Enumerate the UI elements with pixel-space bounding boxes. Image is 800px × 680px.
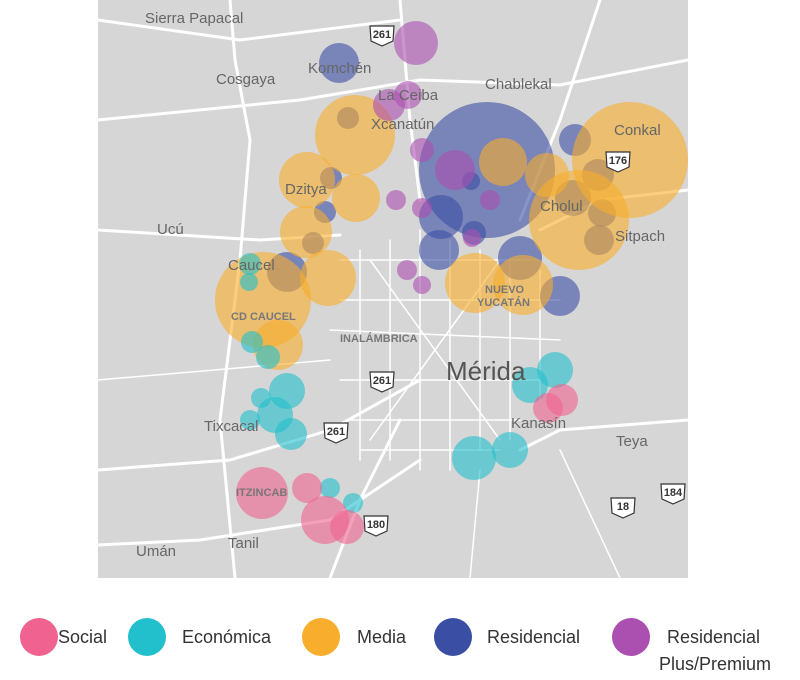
shield-label: 184 — [664, 487, 683, 499]
bubble — [525, 153, 569, 197]
road-shields: 261 176 261 261 180 18 184 — [323, 25, 686, 537]
bubble — [410, 138, 434, 162]
legend: Social Económica Media Residencial Residenci… — [20, 618, 771, 674]
bubble — [240, 410, 260, 430]
place-labels: Sierra Papacal Cosgaya Komchén Chablekal La … — [136, 10, 665, 560]
legend-swatch — [20, 618, 58, 656]
bubble — [300, 250, 356, 306]
shield — [363, 515, 389, 537]
bubble — [386, 190, 406, 210]
shield — [660, 483, 686, 505]
place-label: Teya — [616, 433, 648, 450]
bubble — [493, 255, 553, 315]
place-label: Chablekal — [485, 76, 552, 93]
bubble — [537, 352, 573, 388]
place-label: CD CAUCEL — [231, 311, 296, 323]
place-label: Sierra Papacal — [145, 10, 243, 27]
place-label: ITZINCAB — [236, 487, 287, 499]
bubble — [479, 138, 527, 186]
place-label: Mérida — [446, 356, 526, 386]
bubble — [280, 206, 332, 258]
bubble — [239, 253, 261, 275]
legend-swatch — [434, 618, 472, 656]
place-label: Komchén — [308, 60, 371, 77]
place-label: YUCATÁN — [477, 296, 530, 309]
bubble — [343, 493, 363, 513]
bubble — [256, 345, 280, 369]
place-label: Tixcacal — [204, 418, 258, 435]
legend-swatch — [302, 618, 340, 656]
bubbles — [215, 21, 688, 544]
bubble — [320, 478, 340, 498]
shield — [605, 151, 631, 173]
bubble — [435, 150, 475, 190]
bubble — [315, 95, 395, 175]
place-label: Tanil — [228, 535, 259, 552]
map: Sierra Papacal Cosgaya Komchén Chablekal La … — [96, 0, 690, 580]
shield-label: 176 — [609, 155, 627, 167]
shield-label: 261 — [373, 29, 391, 41]
bubble — [319, 43, 359, 83]
place-label: Cholul — [540, 198, 583, 215]
legend-label: Residencial — [487, 627, 580, 647]
place-label: Xcanatún — [371, 116, 434, 133]
place-label: Conkal — [614, 122, 661, 139]
place-label: Caucel — [228, 257, 275, 274]
shield — [610, 497, 636, 519]
bubble — [241, 331, 263, 353]
bubble — [492, 432, 528, 468]
bubble — [332, 174, 380, 222]
bubble — [373, 89, 405, 121]
bubble — [452, 436, 496, 480]
legend-label: Residencial Plus/Premium — [659, 627, 771, 674]
place-label: NUEVO — [485, 284, 525, 296]
bubble — [480, 190, 500, 210]
bubble — [240, 273, 258, 291]
legend-label: Media — [357, 627, 407, 647]
bubble — [546, 384, 578, 416]
bubble — [236, 467, 288, 519]
legend-swatch — [128, 618, 166, 656]
shield-label: 261 — [373, 375, 391, 387]
shield-label: 18 — [617, 501, 629, 513]
bubble — [419, 230, 459, 270]
place-label: Kanasín — [511, 415, 566, 432]
legend-label: Económica — [182, 627, 272, 647]
bubble — [413, 276, 431, 294]
bubble — [397, 260, 417, 280]
bubble — [279, 152, 335, 208]
place-label: Sitpach — [615, 228, 665, 245]
bubble — [394, 21, 438, 65]
shield — [369, 25, 395, 47]
bubble — [463, 229, 481, 247]
legend-label: Social — [58, 627, 107, 647]
bubble — [412, 198, 432, 218]
shield-label: 180 — [367, 519, 385, 531]
legend-swatch — [612, 618, 650, 656]
shield-label: 261 — [327, 426, 345, 438]
bubble — [292, 473, 322, 503]
place-label: Ucú — [157, 221, 184, 238]
place-label: Cosgaya — [216, 71, 276, 88]
place-label: INALÁMBRICA — [340, 332, 418, 345]
bubble — [251, 388, 271, 408]
bubble — [330, 510, 364, 544]
bubble — [275, 418, 307, 450]
shield — [369, 371, 395, 393]
shield — [323, 422, 349, 444]
place-label: Umán — [136, 543, 176, 560]
place-label: La Ceiba — [378, 87, 439, 104]
place-label: Dzitya — [285, 181, 327, 198]
bubble — [445, 253, 505, 313]
